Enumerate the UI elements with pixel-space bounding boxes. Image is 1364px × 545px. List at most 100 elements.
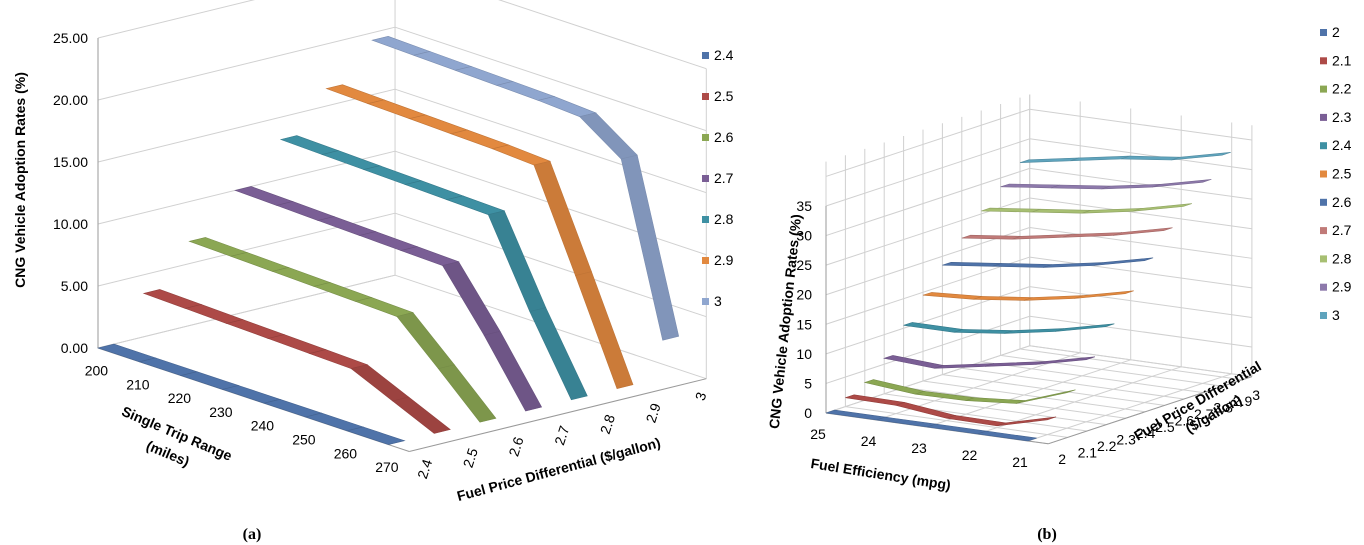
legend-swatch [1320,227,1327,235]
caption-a: (a) [243,526,262,543]
legend-label: 2.8 [1332,250,1352,266]
ribbon-segment [234,186,294,206]
x-tick-label: 24 [861,433,877,449]
ribbon-segment [537,96,597,118]
legend-swatch [1320,29,1327,36]
ribbon-segment [392,396,451,434]
gridline [922,380,1146,413]
z-tick-label: 2 [1058,451,1066,467]
ribbon-segment [965,397,1026,404]
gridline [825,108,1030,177]
caption-b: (b) [1037,526,1057,543]
legend-label: 2.2 [1332,81,1352,97]
ribbon-segment [362,165,423,185]
ribbon-segment [267,334,327,354]
legend-swatch [1320,142,1327,150]
x-axis-title: Fuel Efficiency (mpg) [810,455,952,493]
gridline [825,256,1030,325]
legend-label: 2.4 [714,47,734,63]
legend-label: 2.5 [1332,166,1352,182]
series-2.5 [142,289,451,434]
legend-swatch [1320,170,1327,178]
ribbon-segment [262,398,323,418]
z-tick-label: 3 [692,390,710,403]
ribbon-segment [454,66,514,86]
legend-label: 2.6 [1332,194,1352,210]
ribbon-segment [579,112,638,160]
ribbon-segment [1120,155,1181,161]
series-2.9 [325,84,634,389]
x-tick-label: 25 [810,426,826,442]
ribbon-segment [437,364,497,423]
x-tick-label: 21 [1012,454,1028,470]
series-2.3 [883,355,1095,369]
gridline [1029,167,1252,200]
ribbon-segment [317,216,377,236]
legend-swatch [1320,312,1327,319]
gridline [394,88,707,194]
x-tick-label: 230 [209,404,233,420]
y-tick-label: 15.00 [53,154,88,170]
ribbon-segment [449,129,510,150]
ribbon-segment [954,329,1014,334]
y-tick-label: 20.00 [53,92,88,108]
ribbon-segment [1031,208,1091,214]
z-tick-label: 2.5 [460,446,481,470]
gridline [1029,108,1252,141]
legend-swatch [702,298,709,305]
ribbon-segment [533,160,592,276]
x-tick-label: 250 [292,431,316,447]
legend-swatch [1320,198,1327,206]
series-2.2 [863,379,1076,404]
gridline [1027,373,1232,442]
gridline [1029,227,1252,259]
x-tick-label: 200 [85,362,109,378]
z-tick-label: 2.7 [551,423,572,447]
series-2.6 [942,257,1154,268]
legend-swatch [702,134,709,141]
gridline [97,26,396,101]
z-tick-label: 2.9 [643,401,664,425]
z-tick-label: 2.4 [1136,425,1156,441]
series-2.4 [96,343,406,445]
legend-b: 2 2.1 2.2 2.3 2.4 2.5 2.6 2.7 2.8 2.9 3 [1320,24,1352,323]
ribbon-segment [495,81,556,101]
y-tick-label: 30 [796,228,812,244]
ribbon-segment [366,99,427,120]
ribbon-segment [354,297,414,317]
gridline [97,88,396,163]
legend-label: 2.1 [1332,52,1352,68]
ribbon-segment [412,51,473,71]
gridline [825,138,1030,207]
gridline [825,345,1030,414]
ribbon-segment [442,261,501,336]
y-tick-label: 5.00 [61,278,88,294]
ribbon-segment [491,144,551,166]
legend-label: 2.4 [1332,137,1352,153]
z-tick-label: 2.9 [1233,393,1253,409]
legend-swatch [702,93,709,100]
ribbon-segment [279,135,340,155]
ribbon-segment [1152,179,1212,188]
legend-label: 2.9 [714,252,734,268]
legend-swatch [1320,113,1327,121]
ribbon-segment [1051,184,1111,190]
x-tick-label: 260 [334,445,358,461]
gridline [498,0,707,70]
x-tick-label: 220 [168,390,192,406]
ribbon-segment [977,430,1037,442]
ribbon-segment [1055,323,1115,332]
ribbon-segment [1132,203,1192,212]
ribbon-segment [271,267,331,287]
legend-label: 2.9 [1332,279,1352,295]
series-2.8 [279,135,588,401]
gridline [981,361,1204,394]
ribbon-segment [229,252,290,272]
legend-swatch [702,52,709,59]
ribbon-segment [529,307,588,401]
ribbon-segment [225,319,286,339]
ribbon-segment [575,271,634,389]
gridline [1029,286,1252,318]
